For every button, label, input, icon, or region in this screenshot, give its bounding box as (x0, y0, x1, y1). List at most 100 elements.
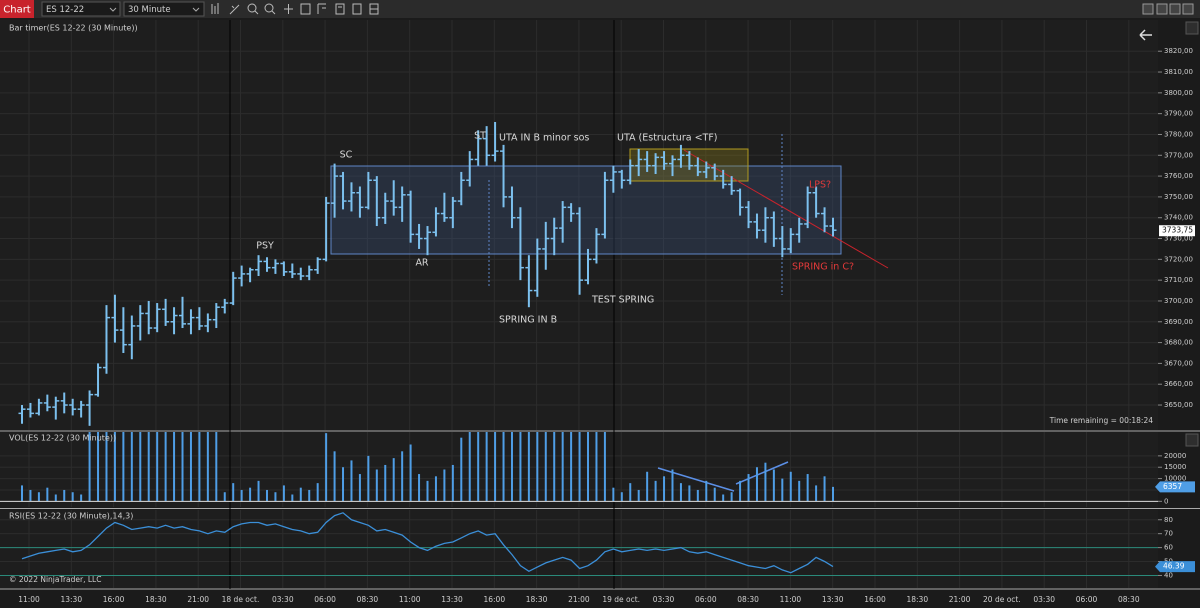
x-tick-label: 06:00 (695, 595, 717, 604)
volume-bar (147, 432, 150, 502)
volume-bar (206, 432, 209, 502)
y-tick-label: 3810,00 (1164, 68, 1193, 76)
volume-trend-line[interactable] (657, 467, 735, 492)
volume-bar (122, 432, 125, 502)
volume-trend-line[interactable] (735, 461, 789, 485)
time-remaining: Time remaining = 00:18:24 (1049, 416, 1154, 425)
volume-bar (37, 492, 40, 502)
rsi-line (21, 512, 834, 574)
volume-bar (139, 432, 142, 502)
f-button[interactable] (1185, 433, 1199, 447)
y-tick-label: 3650,00 (1164, 401, 1193, 409)
volume-bar (434, 476, 437, 502)
annotation: UTA (Estructura <TF) (617, 133, 718, 144)
x-tick-label: 18:30 (906, 595, 928, 604)
x-tick-label: 11:00 (18, 595, 40, 604)
volume-bar (29, 489, 32, 502)
volume-bar (173, 432, 176, 502)
x-tick-label: 13:30 (441, 595, 463, 604)
volume-bar (375, 469, 378, 502)
volume-bar (223, 492, 226, 502)
x-tick-label: 13:30 (60, 595, 82, 604)
dropdown-arrow (192, 7, 200, 12)
back-arrow[interactable] (1139, 29, 1152, 41)
volume-bar (468, 432, 471, 502)
x-tick-label: 08:30 (1118, 595, 1140, 604)
x-tick-label: 16:00 (483, 595, 505, 604)
volume-bar (561, 432, 564, 502)
volume-bar (494, 432, 497, 502)
volume-bar (325, 433, 328, 502)
volume-bar (342, 467, 345, 502)
volume-bar (502, 432, 505, 502)
volume-bar (696, 489, 699, 502)
volume-bar (755, 467, 758, 502)
range-box[interactable] (330, 165, 842, 255)
volume-bar (713, 487, 716, 502)
x-tick-label: 16:00 (864, 595, 886, 604)
volume-panel-label: VOL(ES 12-22 (30 Minute)) (9, 434, 116, 443)
interval-select[interactable] (123, 1, 205, 17)
y-tick-label: 0 (1164, 497, 1168, 505)
volume-bar (671, 469, 674, 502)
volume-bar (612, 487, 615, 502)
annotation: LPS? (809, 180, 831, 191)
series (0, 512, 1158, 576)
volume-bar (637, 489, 640, 502)
x-tick-label: 21:00 (949, 595, 971, 604)
y-tick-label: 10000 (1164, 475, 1186, 483)
y-tick-label: 3750,00 (1164, 193, 1193, 201)
f-button[interactable] (1185, 21, 1199, 35)
volume-bar (679, 483, 682, 502)
volume-bar (282, 485, 285, 502)
volume-bar (620, 492, 623, 502)
y-tick-label: 3690,00 (1164, 318, 1193, 326)
volume-bar (54, 494, 57, 502)
current-volume-box (1155, 481, 1195, 493)
x-tick-label: 21:00 (187, 595, 209, 604)
y-tick-label: 60 (1164, 544, 1173, 552)
volume-bar (595, 432, 598, 502)
trend-line[interactable] (683, 149, 889, 269)
volume-bar (485, 432, 488, 502)
volume-bar (333, 451, 336, 502)
volume-bar (806, 474, 809, 502)
annotation: ST (474, 131, 486, 142)
instrument-label: ES 12-22 (46, 5, 84, 15)
x-tick-label: 03:30 (1033, 595, 1055, 604)
volume-bar (578, 432, 581, 502)
toolbar-icons[interactable] (211, 3, 379, 15)
x-tick-label: 11:00 (399, 595, 421, 604)
instrument-select[interactable] (41, 1, 121, 17)
volume-bar (443, 469, 446, 502)
chart-tab[interactable] (0, 0, 34, 18)
volume-bar (587, 432, 590, 502)
x-tick-label: 18:30 (526, 595, 548, 604)
volume-bar (71, 492, 74, 502)
y-tick-label: 3710,00 (1164, 276, 1193, 284)
x-tick-label: 03:30 (653, 595, 675, 604)
volume-bar (384, 464, 387, 502)
price-panel-label: Bar timer(ES 12-22 (30 Minute)) (9, 24, 138, 33)
volume-bar (291, 494, 294, 502)
annotation: PSY (256, 241, 274, 252)
x-tick-label: 11:00 (780, 595, 802, 604)
volume-bar (426, 480, 429, 502)
x-tick-label: 20 de oct. (983, 595, 1021, 604)
x-tick-label: 16:00 (103, 595, 125, 604)
y-tick-label: 40 (1164, 571, 1173, 579)
volume-bar (646, 471, 649, 502)
volume-bar (367, 455, 370, 502)
current-rsi-label: 46.39 (1163, 562, 1185, 571)
volume-bar (198, 432, 201, 502)
annotation: AR (415, 258, 428, 269)
volume-bar (88, 432, 91, 502)
volume-bar (570, 432, 573, 502)
current-volume-label: 6357 (1163, 482, 1182, 491)
x-tick-label: 18 de oct. (222, 595, 260, 604)
axis-strip (1158, 510, 1184, 588)
window-controls[interactable] (1142, 3, 1194, 15)
volume-bar (164, 432, 167, 502)
y-tick-label: 3770,00 (1164, 151, 1193, 159)
volume-bar (63, 489, 66, 502)
